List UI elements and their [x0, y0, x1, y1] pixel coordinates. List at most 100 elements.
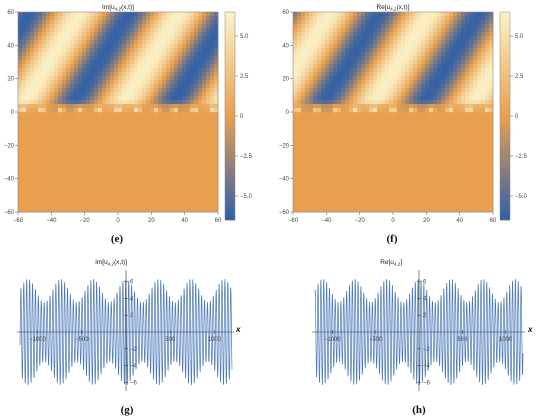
heatmap-cell — [70, 140, 75, 145]
heatmap-cell — [118, 148, 123, 153]
heatmap-cell — [130, 80, 135, 85]
heatmap-cell — [465, 204, 470, 209]
heatmap-cell — [321, 164, 326, 169]
heatmap-cell — [146, 96, 151, 101]
heatmap-cell — [345, 40, 350, 45]
heatmap-cell — [329, 36, 334, 41]
heatmap-cell — [349, 200, 354, 205]
heatmap-cell — [441, 192, 446, 197]
heatmap-cell — [329, 140, 334, 145]
heatmap-cell — [78, 156, 83, 161]
heatmap-cell — [190, 188, 195, 193]
heatmap-cell — [170, 124, 175, 129]
heatmap-cell — [465, 176, 470, 181]
heatmap-cell — [70, 60, 75, 65]
heatmap-cell — [409, 124, 414, 129]
heatmap-cell — [473, 156, 478, 161]
heatmap-cell — [178, 68, 183, 73]
heatmap-cell — [361, 68, 366, 73]
heatmap-cell — [18, 52, 23, 57]
heatmap-cell — [401, 40, 406, 45]
heatmap-cell — [70, 28, 75, 33]
heatmap-cell — [70, 128, 75, 133]
heatmap-cell — [453, 100, 458, 105]
heatmap-cell — [102, 88, 107, 93]
heatmap-cell — [433, 148, 438, 153]
heatmap-cell — [309, 112, 314, 117]
heatmap-cell — [389, 36, 394, 41]
heatmap-cell — [341, 20, 346, 25]
heatmap-cell — [74, 188, 79, 193]
heatmap-cell — [345, 144, 350, 149]
heatmap-cell — [293, 140, 298, 145]
heatmap-cell — [178, 92, 183, 97]
heatmap-cell — [309, 140, 314, 145]
heatmap-cell — [325, 24, 330, 29]
heatmap-cell — [373, 152, 378, 157]
heatmap-cell — [377, 88, 382, 93]
heatmap-cell — [345, 180, 350, 185]
heatmap-cell — [122, 100, 127, 105]
heatmap-cell — [86, 140, 91, 145]
heatmap-cell — [353, 164, 358, 169]
heatmap-cell — [477, 76, 482, 81]
heatmap-cell — [38, 200, 43, 205]
heatmap-cell — [118, 68, 123, 73]
heatmap-cell — [178, 112, 183, 117]
heatmap-cell — [417, 24, 422, 29]
heatmap-cell — [325, 196, 330, 201]
heatmap-cell — [50, 136, 55, 141]
heatmap-cell — [42, 96, 47, 101]
heatmap-cell — [182, 104, 187, 109]
heatmap-cell — [325, 124, 330, 129]
heatmap-cell — [437, 44, 442, 49]
heatmap-cell — [194, 20, 199, 25]
heatmap-cell — [170, 64, 175, 69]
heatmap-cell — [321, 124, 326, 129]
heatmap-cell — [441, 176, 446, 181]
heatmap-cell — [46, 204, 51, 209]
heatmap-cell — [449, 188, 454, 193]
heatmap-cell — [74, 156, 79, 161]
heatmap-cell — [409, 84, 414, 89]
heatmap-cell — [361, 16, 366, 21]
heatmap-cell — [417, 208, 422, 213]
heatmap-cell — [409, 172, 414, 177]
heatmap-cell — [202, 200, 207, 205]
heatmap-cell — [94, 48, 99, 53]
heatmap-cell — [42, 116, 47, 121]
heatmap-cell — [397, 136, 402, 141]
heatmap-cell — [62, 92, 67, 97]
heatmap-cell — [317, 84, 322, 89]
heatmap-cell — [357, 16, 362, 21]
heatmap-cell — [297, 164, 302, 169]
heatmap-cell — [321, 76, 326, 81]
heatmap-cell — [118, 196, 123, 201]
heatmap-cell — [321, 24, 326, 29]
heatmap-cell — [114, 28, 119, 33]
heatmap-cell — [313, 164, 318, 169]
heatmap-cell — [106, 124, 111, 129]
heatmap-cell — [309, 188, 314, 193]
heatmap-cell — [469, 128, 474, 133]
heatmap-cell — [114, 184, 119, 189]
heatmap-cell — [54, 164, 59, 169]
heatmap-cell — [22, 56, 27, 61]
panel-e-field — [18, 12, 219, 213]
heatmap-cell — [66, 184, 71, 189]
heatmap-cell — [385, 124, 390, 129]
heatmap-cell — [473, 176, 478, 181]
heatmap-cell — [186, 52, 191, 57]
heatmap-cell — [74, 132, 79, 137]
heatmap-cell — [130, 12, 135, 17]
heatmap-cell — [182, 60, 187, 65]
heatmap-cell — [405, 20, 410, 25]
heatmap-cell — [134, 100, 139, 105]
heatmap-cell — [293, 196, 298, 201]
heatmap-cell — [22, 100, 27, 105]
heatmap-cell — [453, 84, 458, 89]
heatmap-cell — [106, 136, 111, 141]
heatmap-cell — [433, 208, 438, 213]
heatmap-cell — [102, 108, 107, 113]
heatmap-cell — [102, 12, 107, 17]
